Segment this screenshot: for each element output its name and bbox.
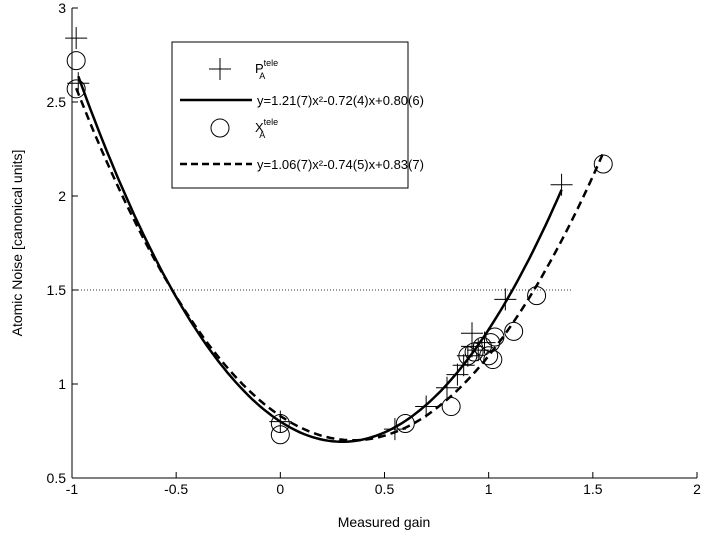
data-point-circle [66, 51, 86, 71]
y-tick-label: 2 [58, 188, 66, 204]
axes-layer [71, 7, 698, 479]
y-tick-label: 1 [58, 376, 66, 392]
data-point-circle [441, 397, 461, 417]
x-axis-label: Measured gain [338, 514, 431, 530]
data-point-plus [383, 418, 406, 441]
data-point-plus [67, 72, 90, 95]
y-tick-label: 3 [58, 0, 66, 16]
legend-label-fit-p: y=1.21(7)x²-0.72(4)x+0.80(6) [257, 93, 424, 108]
tick-layer: -1 -0.5 0 0.5 1 1.5 2 0.5 1 1.5 2 2.5 3 [47, 0, 702, 497]
data-point-plus [473, 331, 496, 354]
legend-entry-fit-x: y=1.06(7)x²-0.74(5)x+0.83(7) [180, 157, 424, 172]
legend-entry-p: Ptele A [209, 58, 278, 81]
data-point-plus [65, 27, 88, 50]
data-point-plus [436, 376, 458, 399]
legend-entry-x: Xtele A [210, 117, 278, 140]
legend-label-x: Xtele A [255, 117, 278, 140]
x-tick-label: 1.5 [583, 481, 603, 497]
data-point-plus [461, 322, 483, 345]
data-point-plus [446, 363, 469, 386]
data-point-circle [472, 336, 492, 356]
y-tick-label: 0.5 [47, 470, 67, 486]
data-point-plus [456, 344, 479, 367]
data-point-plus [415, 395, 438, 418]
y-tick-label: 2.5 [47, 94, 67, 110]
x-tick-label: 1 [485, 481, 493, 497]
legend-label-fit-x: y=1.06(7)x²-0.74(5)x+0.83(7) [257, 157, 424, 172]
legend-box [171, 41, 409, 189]
y-tick-label: 1.5 [47, 282, 67, 298]
marker-layer [65, 27, 613, 445]
data-point-circle [504, 321, 524, 341]
x-tick-label: 2 [693, 481, 701, 497]
x-tick-label: -1 [66, 481, 79, 497]
data-point-circle [485, 327, 505, 347]
legend-label-p: Ptele A [255, 58, 278, 81]
data-point-circle [479, 346, 499, 366]
data-point-circle [66, 79, 86, 99]
data-point-circle [270, 425, 290, 445]
x-tick-label: 0.5 [375, 481, 395, 497]
legend: Ptele A y=1.21(7)x²-0.72(4)x+0.80(6) Xtel… [171, 41, 424, 189]
y-axis-label: Atomic Noise [canonical units] [9, 150, 25, 337]
legend-circle-marker [210, 118, 230, 138]
data-point-plus [452, 354, 475, 377]
x-tick-label: -0.5 [164, 481, 188, 497]
fit-layer [75, 75, 605, 443]
x-tick-label: 0 [276, 481, 284, 497]
data-point-circle [481, 333, 501, 353]
data-point-circle [395, 413, 415, 433]
data-point-circle [270, 413, 290, 433]
data-point-plus [494, 288, 517, 311]
fit-line-dashed [75, 87, 605, 442]
legend-entry-fit-p: y=1.21(7)x²-0.72(4)x+0.80(6) [180, 93, 424, 108]
data-point-plus [550, 173, 573, 196]
data-point-circle [458, 346, 478, 366]
data-point-circle [527, 286, 547, 306]
data-point-circle [593, 154, 613, 174]
data-point-circle [483, 350, 503, 370]
